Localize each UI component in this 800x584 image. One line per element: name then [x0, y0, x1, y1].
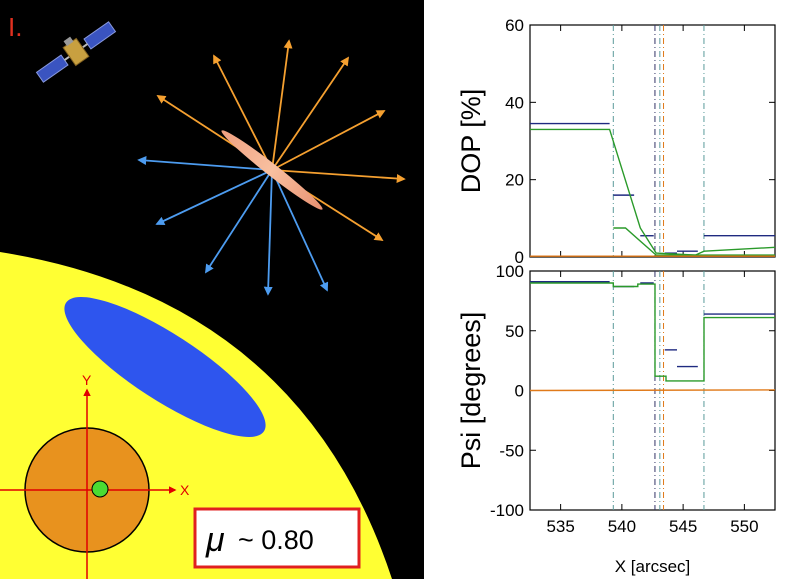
- y-axis-label: DOP [%]: [456, 89, 486, 194]
- ray-orange-1: [213, 54, 273, 171]
- y-tick-label: 0: [515, 382, 524, 401]
- ray-blue-3: [205, 169, 273, 274]
- series-line: [530, 128, 776, 256]
- x-tick-label: 550: [730, 517, 758, 536]
- x-axis-label: X: [180, 482, 190, 498]
- y-tick-label: 50: [505, 322, 524, 341]
- position-marker: [91, 480, 109, 498]
- ray-orange-4: [271, 110, 386, 171]
- ray-blue-5: [271, 169, 329, 292]
- x-tick-label: 545: [669, 517, 697, 536]
- y-tick-label: 40: [505, 93, 524, 112]
- y-tick-label: 20: [505, 171, 524, 190]
- chart-2: -100 -50 0 50 100 535 540 545 550 Psi [degrees] X …: [456, 262, 776, 576]
- plots-panel: 0 20 40 60 DOP [%] -100 -50 0 50 100 535 540 545 550 P…: [424, 0, 800, 579]
- mu-value: ~ 0.80: [238, 525, 314, 555]
- series-line: [529, 389, 776, 392]
- illustration-panel: I. X Y μ: [0, 0, 424, 579]
- x-axis-label: X [arcsec]: [615, 557, 691, 576]
- ray-blue-4: [263, 169, 273, 296]
- series-line: [613, 227, 775, 256]
- mu-symbol: μ: [205, 521, 225, 559]
- satellite-icon: [35, 21, 117, 83]
- filament-slab: [221, 130, 323, 210]
- illustration-canvas: I. X Y μ: [0, 12, 406, 579]
- y-axis-label: Y: [82, 372, 92, 388]
- y-tick-label: 100: [496, 262, 524, 281]
- ray-orange-3: [271, 56, 350, 171]
- mu-box: μ ~ 0.80: [193, 507, 361, 569]
- y-tick-label: -50: [499, 441, 524, 460]
- ray-orange-5: [271, 169, 406, 183]
- disk-inset: X Y: [0, 372, 190, 579]
- ray-blue-2: [155, 169, 273, 226]
- ray-blue-1: [137, 156, 273, 171]
- x-tick-label: 540: [608, 517, 636, 536]
- plot-frame: [529, 24, 776, 258]
- x-tick-label: 535: [546, 517, 574, 536]
- ray-orange-2: [271, 39, 293, 171]
- plots-canvas: 0 20 40 60 DOP [%] -100 -50 0 50 100 535 540 545 550 P…: [456, 16, 776, 576]
- y-axis-label: Psi [degrees]: [456, 312, 486, 470]
- y-tick-label: 60: [505, 16, 524, 35]
- chart-1: 0 20 40 60 DOP [%]: [456, 16, 776, 267]
- panel-label: I.: [8, 12, 22, 42]
- sunspot: [64, 297, 266, 437]
- y-tick-label: 0: [515, 248, 524, 267]
- y-tick-label: -100: [490, 501, 524, 520]
- series-line: [530, 282, 775, 382]
